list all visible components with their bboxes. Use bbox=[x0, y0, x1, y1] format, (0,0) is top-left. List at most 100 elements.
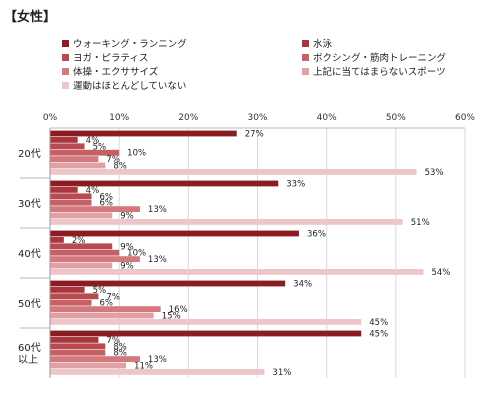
legend-item-walking: ウォーキング・ランニング bbox=[62, 36, 187, 50]
legend-label: 上記に当てはまらないスポーツ bbox=[313, 67, 446, 78]
data-label: 6% bbox=[100, 192, 114, 202]
data-label: 54% bbox=[432, 268, 451, 278]
data-label: 6% bbox=[100, 199, 114, 209]
legend-swatch bbox=[62, 81, 69, 89]
data-label: 8% bbox=[113, 349, 127, 359]
data-label: 11% bbox=[134, 362, 153, 372]
legend-swatch bbox=[302, 53, 309, 61]
data-label: 8% bbox=[113, 162, 127, 172]
legend-swatch bbox=[302, 67, 309, 75]
data-label: 13% bbox=[148, 205, 167, 215]
data-label: 9% bbox=[120, 212, 134, 222]
bar bbox=[50, 193, 92, 200]
bar bbox=[50, 249, 120, 256]
data-label: 51% bbox=[411, 218, 430, 228]
bar bbox=[50, 256, 140, 262]
data-label: 9% bbox=[120, 242, 134, 252]
legend-item-gymnastics: 体操・エクササイズ bbox=[62, 64, 158, 78]
legend-label: ウォーキング・ランニング bbox=[73, 39, 187, 50]
data-label: 10% bbox=[127, 249, 146, 259]
data-label: 33% bbox=[286, 180, 305, 190]
data-label: 13% bbox=[148, 355, 167, 365]
category-label: 40代 bbox=[18, 248, 41, 260]
bar bbox=[50, 343, 106, 350]
bar bbox=[50, 269, 424, 275]
x-tick-label: 0% bbox=[43, 113, 58, 123]
data-label: 5% bbox=[93, 286, 107, 296]
bar bbox=[50, 299, 92, 306]
bar bbox=[50, 212, 113, 219]
bar bbox=[50, 230, 299, 237]
bar bbox=[50, 280, 286, 287]
data-label: 27% bbox=[245, 130, 264, 140]
legend-label: ボクシング・筋肉トレーニング bbox=[313, 53, 447, 64]
legend-item-boxing: ボクシング・筋肉トレーニング bbox=[302, 50, 446, 64]
data-label: 53% bbox=[425, 168, 444, 178]
bar bbox=[50, 293, 99, 300]
bar bbox=[50, 156, 99, 162]
bar bbox=[50, 362, 127, 369]
bar bbox=[50, 287, 85, 293]
data-label: 7% bbox=[106, 292, 120, 302]
bar bbox=[50, 130, 237, 137]
bar bbox=[50, 237, 64, 243]
bar bbox=[50, 349, 106, 356]
legend-label: 体操・エクササイズ bbox=[73, 67, 159, 78]
bar bbox=[50, 169, 417, 175]
category-label: 以上 bbox=[18, 354, 38, 366]
bar bbox=[50, 369, 265, 375]
bar bbox=[50, 149, 120, 156]
x-tick-label: 60% bbox=[455, 113, 475, 123]
legend-item-swimming: 水泳 bbox=[302, 36, 332, 50]
legend-label: ヨガ・ピラティス bbox=[73, 53, 149, 64]
x-tick-label: 10% bbox=[109, 113, 129, 123]
bar bbox=[50, 137, 78, 143]
legend-label: 運動はほとんどしていない bbox=[73, 81, 187, 92]
legend-item-yoga: ヨガ・ピラティス bbox=[62, 50, 148, 64]
data-label: 15% bbox=[162, 312, 181, 322]
legend-item-no-exercise: 運動はほとんどしていない bbox=[62, 78, 186, 92]
data-label: 10% bbox=[127, 149, 146, 159]
legend-label: 水泳 bbox=[313, 39, 333, 50]
bar bbox=[50, 180, 279, 187]
bar bbox=[50, 312, 154, 319]
legend-swatch bbox=[62, 67, 69, 75]
data-label: 36% bbox=[307, 230, 326, 240]
data-label: 34% bbox=[293, 280, 312, 290]
data-label: 13% bbox=[148, 255, 167, 265]
bar bbox=[50, 206, 140, 212]
x-tick-label: 30% bbox=[247, 113, 267, 123]
x-tick-label: 20% bbox=[178, 113, 198, 123]
x-tick-label: 40% bbox=[317, 113, 337, 123]
bar bbox=[50, 199, 92, 206]
data-label: 8% bbox=[113, 342, 127, 352]
data-label: 9% bbox=[120, 262, 134, 272]
bar bbox=[50, 306, 161, 312]
data-label: 6% bbox=[100, 299, 114, 309]
bar bbox=[50, 143, 85, 150]
data-label: 45% bbox=[369, 318, 388, 328]
data-label: 4% bbox=[86, 136, 100, 146]
bar bbox=[50, 243, 113, 250]
bar bbox=[50, 219, 403, 225]
bar bbox=[50, 319, 362, 325]
legend-swatch bbox=[62, 53, 69, 61]
category-label: 30代 bbox=[18, 198, 41, 210]
data-label: 4% bbox=[86, 186, 100, 196]
bar bbox=[50, 262, 113, 269]
data-label: 7% bbox=[106, 155, 120, 165]
chart-title: 【女性】 bbox=[4, 10, 57, 25]
category-label: 20代 bbox=[18, 148, 41, 160]
bar bbox=[50, 162, 106, 169]
bar bbox=[50, 337, 99, 343]
data-label: 5% bbox=[93, 142, 107, 152]
category-label: 60代 bbox=[18, 342, 41, 354]
data-label: 7% bbox=[106, 336, 120, 346]
bar bbox=[50, 330, 362, 337]
data-label: 16% bbox=[169, 305, 188, 315]
legend-swatch bbox=[302, 39, 309, 47]
data-label: 2% bbox=[72, 236, 86, 246]
data-label: 31% bbox=[272, 368, 291, 378]
legend-swatch bbox=[62, 39, 69, 47]
